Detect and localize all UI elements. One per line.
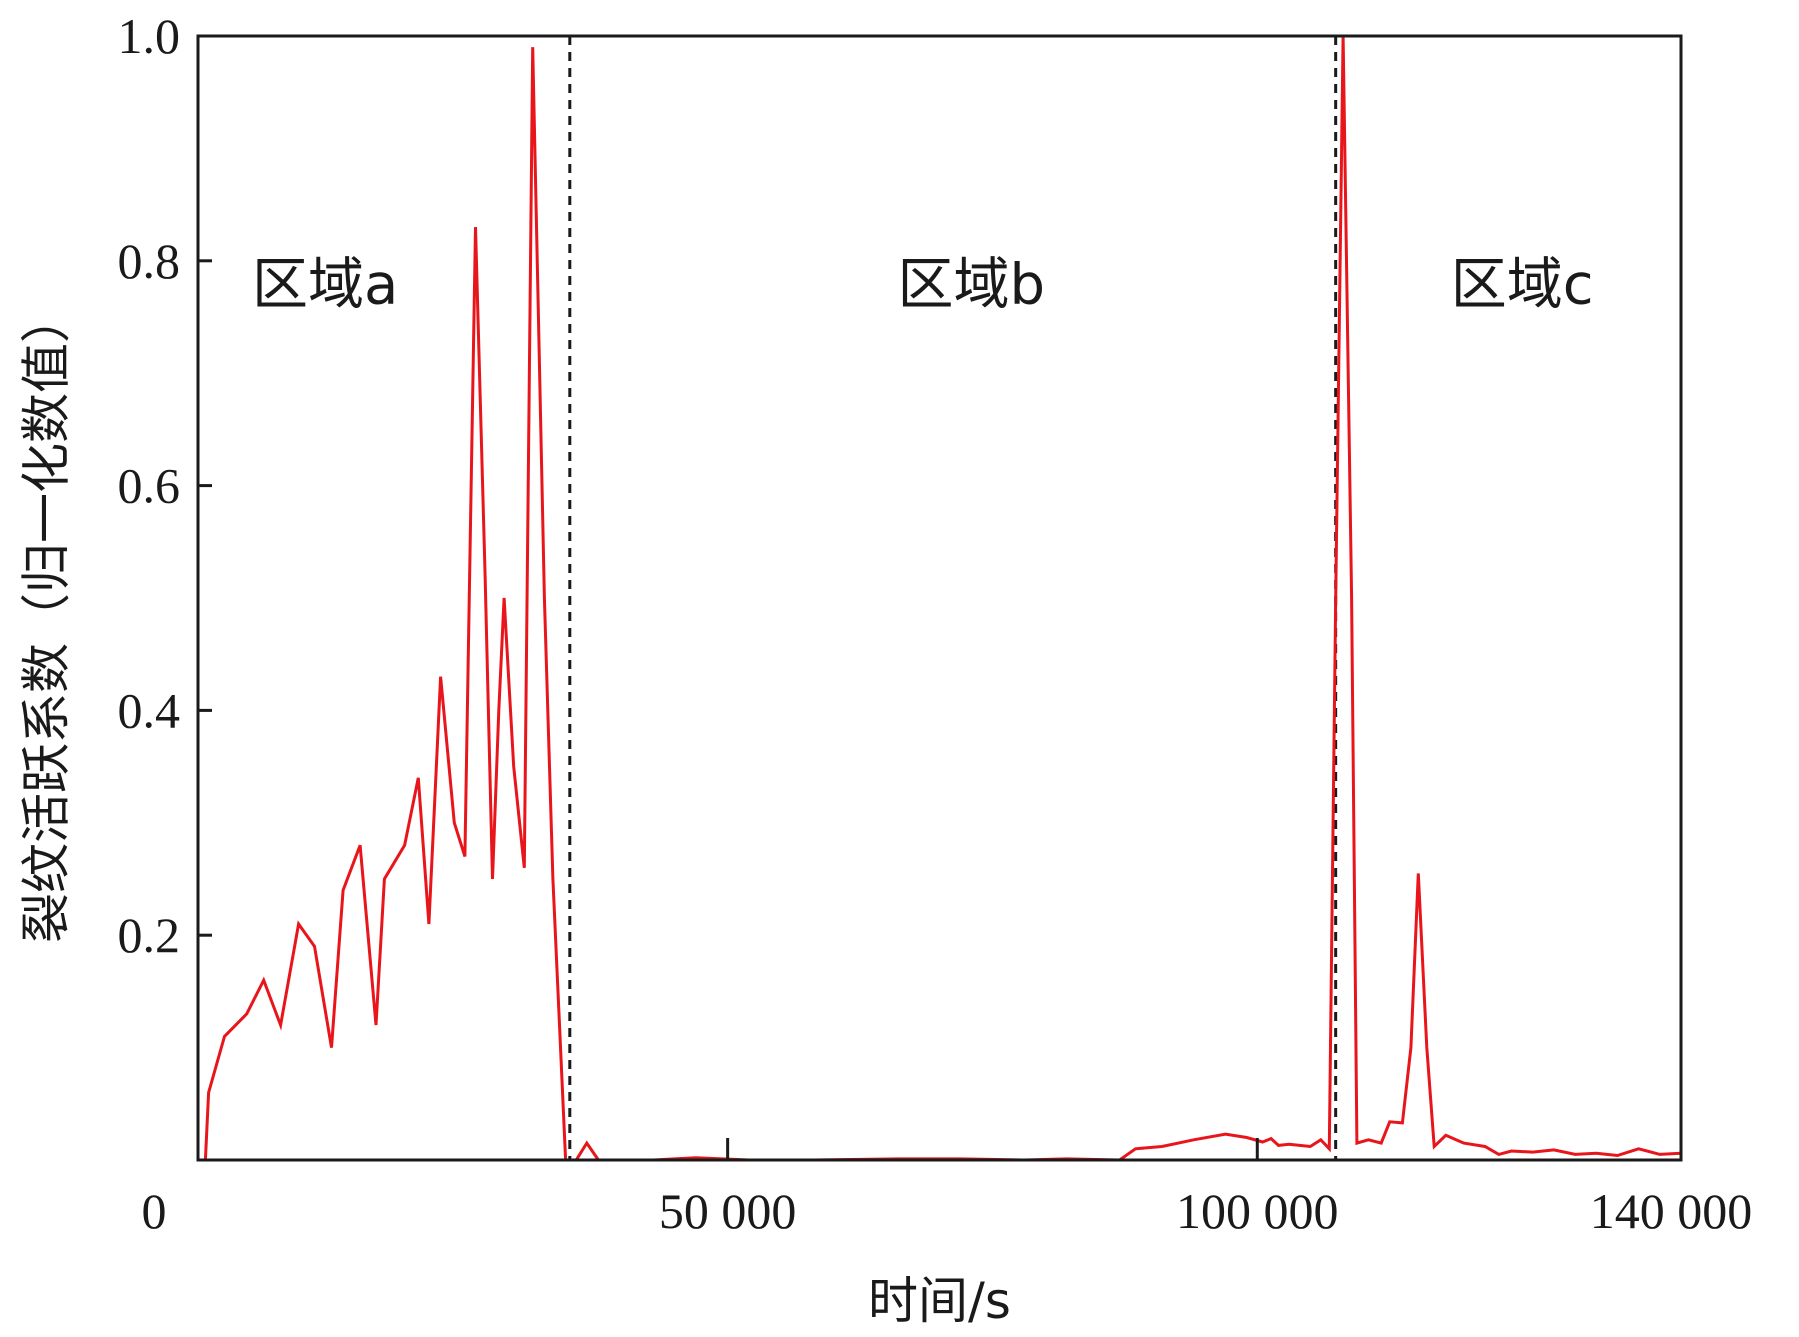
x-tick-label: 0	[142, 1183, 167, 1239]
region-label-1: 区域b	[898, 252, 1046, 317]
tick-layer: 0.2 0.4 0.6 0.8 1.0 0 50 000 100 000 140 000	[118, 8, 1753, 1239]
y-axis-label: 裂纹活跃系数（归一化数值）	[18, 293, 76, 943]
plot-frame	[196, 34, 1683, 1162]
x-axis-label: 时间/s	[868, 1272, 1011, 1330]
y-tick-label: 0.6	[118, 458, 181, 514]
region-label-0: 区域a	[252, 252, 398, 317]
y-tick-label: 0.4	[118, 682, 181, 738]
region-label-2: 区域c	[1451, 252, 1594, 317]
series-layer	[203, 35, 1682, 1162]
series-line-0	[203, 35, 1682, 1162]
x-tick-label: 100 000	[1176, 1183, 1339, 1239]
y-tick-label: 0.8	[118, 233, 181, 289]
region-boundary-layer	[568, 36, 1338, 1160]
x-tick-label: 50 000	[659, 1183, 797, 1239]
annotation-layer: 区域a 区域b 区域c	[252, 252, 1594, 317]
y-tick-label: 1.0	[118, 8, 181, 64]
x-tick-label: 140 000	[1590, 1183, 1753, 1239]
y-tick-label: 0.2	[118, 907, 181, 963]
